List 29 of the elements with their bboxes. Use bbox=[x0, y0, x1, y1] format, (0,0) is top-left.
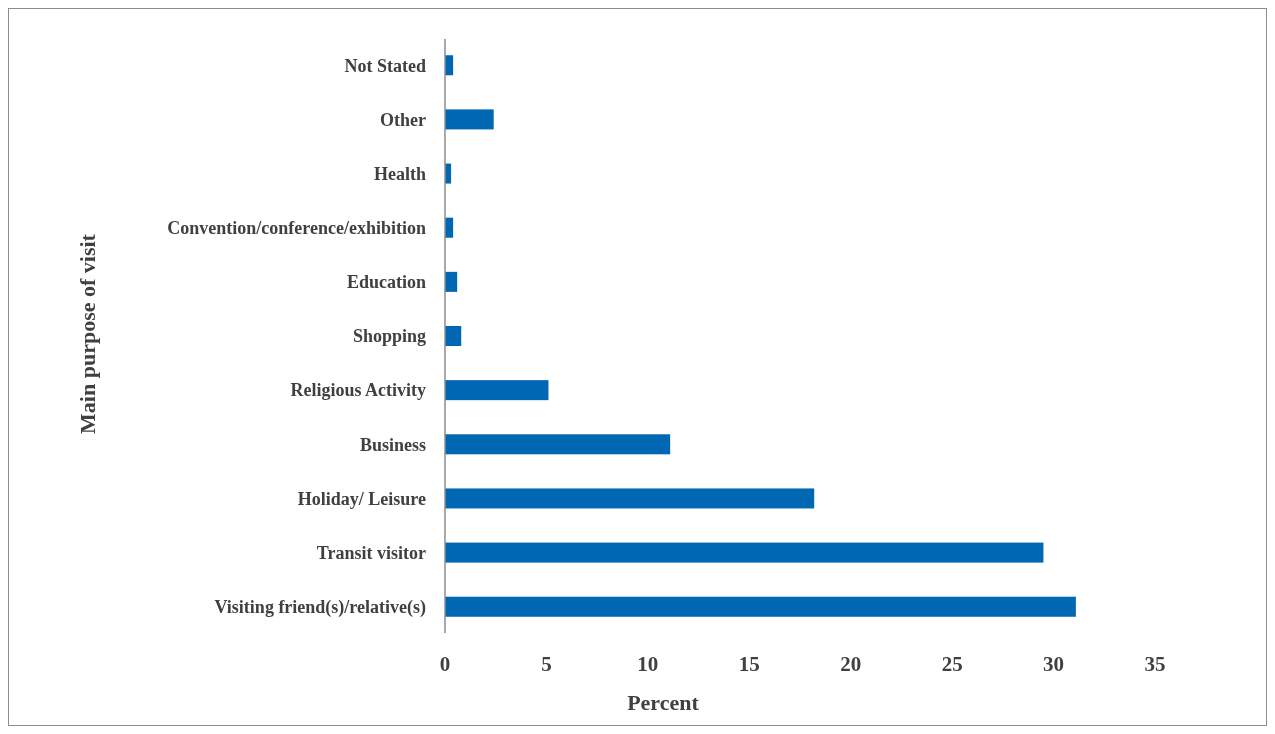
y-axis-title: Main purpose of visit bbox=[75, 233, 100, 434]
y-tick-label: Not Stated bbox=[344, 55, 426, 76]
bar bbox=[445, 271, 458, 292]
x-axis-title: Percent bbox=[627, 690, 700, 715]
bar bbox=[445, 542, 1044, 563]
x-tick-label: 5 bbox=[541, 652, 552, 676]
y-tick-label: Other bbox=[380, 109, 427, 130]
y-tick-label: Education bbox=[346, 272, 426, 293]
x-tick-label: 0 bbox=[439, 652, 451, 676]
y-tick-label: Transit visitor bbox=[316, 542, 426, 563]
y-tick-label: Shopping bbox=[352, 326, 426, 347]
bar bbox=[445, 488, 815, 509]
x-tick-label: 30 bbox=[1043, 652, 1065, 676]
bar bbox=[445, 434, 671, 455]
x-tick-label: 25 bbox=[941, 652, 963, 676]
x-tick-label: 10 bbox=[637, 652, 659, 676]
y-tick-label: Health bbox=[374, 163, 426, 184]
x-tick-label: 15 bbox=[738, 652, 760, 676]
y-tick-label: Holiday/ Leisure bbox=[297, 488, 426, 509]
y-tick-label: Business bbox=[359, 434, 426, 455]
y-tick-label: Visiting friend(s)/relative(s) bbox=[214, 597, 426, 619]
bar bbox=[445, 596, 1076, 617]
x-tick-label: 20 bbox=[840, 652, 862, 676]
bar bbox=[445, 109, 494, 130]
x-tick-label: 35 bbox=[1144, 652, 1166, 676]
bar bbox=[445, 325, 462, 347]
bar bbox=[445, 380, 549, 401]
y-tick-label: Convention/conference/exhibition bbox=[167, 218, 426, 238]
y-tick-label: Religious Activity bbox=[290, 380, 426, 401]
